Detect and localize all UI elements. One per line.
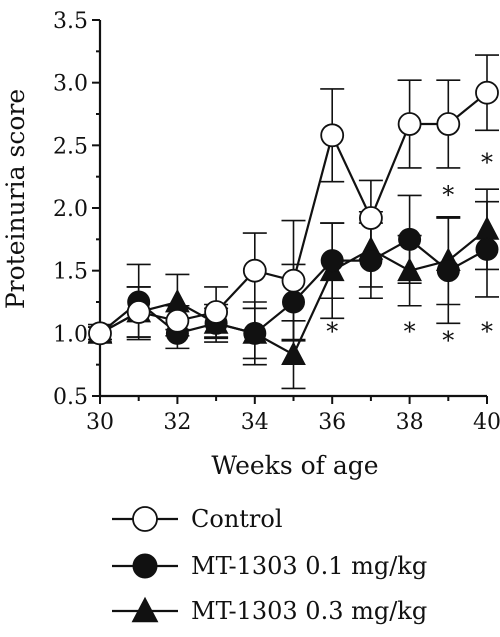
y-tick-label: 2.0 <box>53 197 88 222</box>
x-tick-label: 34 <box>241 410 269 435</box>
axes: 0.5 1.0 1.5 2.0 2.5 3.0 3.5 30 32 34 36 38 40 <box>53 9 500 435</box>
filled-circle-marker <box>436 259 460 283</box>
legend-label: MT-1303 0.3 mg/kg <box>191 597 427 625</box>
open-circle-marker <box>397 112 422 136</box>
filled-circle-marker <box>398 227 422 251</box>
open-circle-marker <box>165 308 190 333</box>
error-bars <box>88 54 499 390</box>
y-tick-label: 3.0 <box>53 72 88 97</box>
filled-circle-marker <box>359 249 383 273</box>
open-circle-marker <box>132 506 158 532</box>
y-tick-label: 1.0 <box>53 322 88 347</box>
x-tick-label: 32 <box>163 410 191 435</box>
significance-asterisk: * <box>442 181 454 209</box>
data-markers <box>87 80 500 366</box>
filled-circle-marker <box>243 321 267 345</box>
y-tick-label: 3.5 <box>53 9 88 34</box>
y-tick-label: 2.5 <box>53 134 88 159</box>
significance-markers: * * * * * * <box>326 148 493 354</box>
x-tick-label: 40 <box>473 410 500 435</box>
filled-circle-marker <box>132 553 158 579</box>
significance-asterisk: * <box>404 318 416 346</box>
open-circle-marker <box>320 123 345 148</box>
triangle-marker <box>397 257 422 282</box>
significance-asterisk: * <box>442 326 454 354</box>
x-tick-label: 30 <box>86 410 114 435</box>
open-circle-marker <box>281 268 306 293</box>
triangle-marker <box>165 288 190 313</box>
open-circle-marker <box>126 300 151 324</box>
triangle-marker <box>131 596 159 623</box>
open-circle-marker <box>475 80 499 105</box>
significance-asterisk: * <box>481 318 493 346</box>
triangle-marker <box>281 341 306 366</box>
filled-circle-marker <box>282 290 305 314</box>
x-axis-title: Weeks of age <box>211 451 378 480</box>
open-circle-marker <box>204 300 229 324</box>
open-circle-marker <box>358 206 383 230</box>
y-tick-label: 1.5 <box>53 260 88 285</box>
legend-label: MT-1303 0.1 mg/kg <box>191 552 427 580</box>
open-circle-marker <box>436 112 461 136</box>
legend-label: Control <box>191 505 283 533</box>
filled-circle-marker <box>320 249 344 273</box>
open-circle-marker <box>88 321 112 346</box>
y-axis-title: Proteinuria score <box>1 89 30 309</box>
significance-asterisk: * <box>326 318 338 346</box>
legend: Control MT-1303 0.1 mg/kg MT-1303 0.3 mg/k… <box>112 505 427 625</box>
triangle-marker <box>474 216 500 240</box>
filled-circle-marker <box>475 237 499 261</box>
x-tick-label: 36 <box>318 410 346 435</box>
significance-asterisk: * <box>481 148 493 176</box>
x-tick-label: 38 <box>396 410 424 435</box>
y-tick-label: 0.5 <box>53 385 88 410</box>
open-circle-marker <box>242 258 267 283</box>
